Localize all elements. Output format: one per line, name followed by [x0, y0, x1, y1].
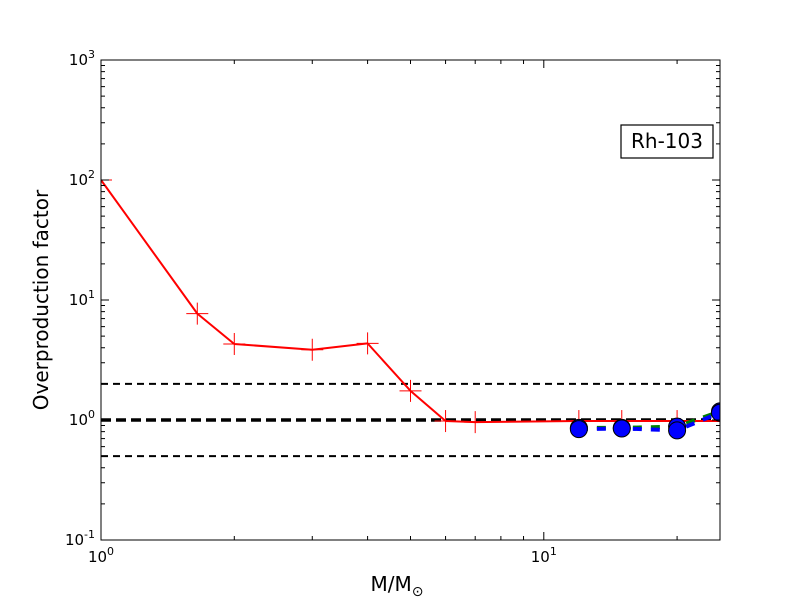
y-tick-label-base: 10 [69, 291, 88, 309]
series-line [578, 410, 720, 433]
y-tick-label-exponent: 3 [88, 48, 95, 61]
plot-frame [100, 59, 721, 541]
y-tick-label: 103 [69, 48, 95, 69]
plus-marker [464, 411, 487, 434]
circle-marker [569, 420, 588, 439]
annotation-frame [620, 124, 714, 159]
plus-marker [186, 302, 209, 325]
ticks-layer [100, 59, 720, 541]
y-axis-label: Overproduction factor [29, 189, 53, 410]
circle-marker [711, 403, 720, 422]
circle-marker [668, 421, 687, 440]
y-tick-label-exponent: 1 [88, 288, 95, 301]
annotation-label: Rh-103 [631, 129, 703, 153]
y-tick-label-base: 10 [69, 411, 88, 429]
plus-marker [223, 332, 246, 355]
x-tick-label: 101 [531, 545, 557, 566]
x-tick-label-exponent: 1 [550, 545, 557, 558]
series-layer [101, 169, 720, 440]
reference-lines [101, 382, 720, 458]
y-tick-label: 101 [69, 288, 95, 309]
y-tick-label: 10-1 [65, 528, 95, 549]
plus-marker [399, 379, 422, 402]
y-tick-label-exponent: 2 [88, 168, 95, 181]
y-tick-label-base: 10 [65, 531, 84, 549]
plus-marker [709, 410, 720, 433]
x-tick-label-exponent: 0 [107, 545, 114, 558]
y-tick-label-base: 10 [69, 171, 88, 189]
x-tick-label-base: 10 [88, 548, 107, 566]
y-tick-label: 102 [69, 168, 95, 189]
plus-marker [434, 410, 457, 433]
y-tick-label: 100 [69, 408, 95, 429]
y-tick-label-exponent: -1 [84, 528, 95, 541]
plus-marker [301, 338, 324, 361]
x-axis-label-subscript: ⊙ [412, 584, 424, 600]
x-axis-label-main: M/M [371, 572, 412, 596]
x-tick-label: 100 [88, 545, 114, 566]
x-tick-label-base: 10 [531, 548, 550, 566]
y-tick-label-exponent: 0 [88, 408, 95, 421]
y-tick-label-base: 10 [69, 51, 88, 69]
series-2 [569, 403, 720, 440]
circle-marker [612, 419, 631, 438]
plus-marker [356, 332, 379, 355]
x-axis-label: M/M⊙ [371, 572, 424, 600]
annotation-box: Rh-103 [620, 124, 714, 159]
